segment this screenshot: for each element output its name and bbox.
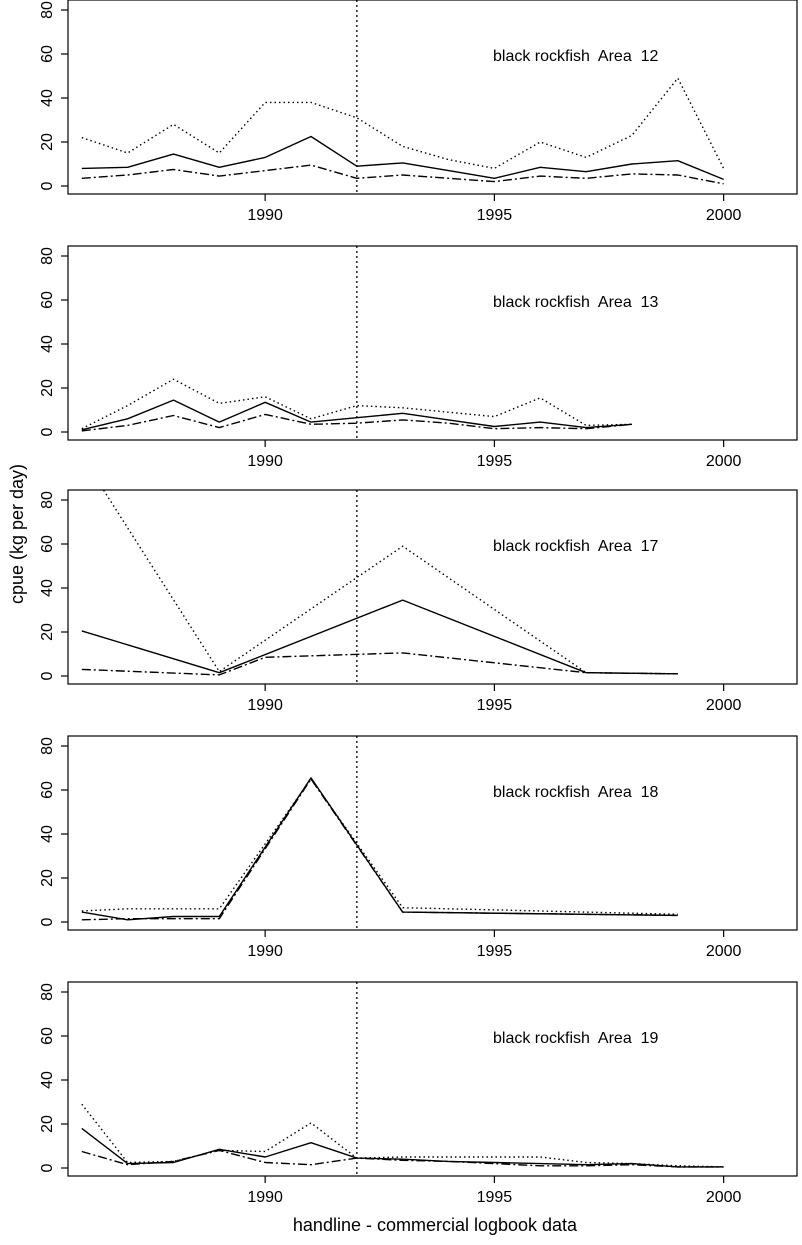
panel-label: black rockfish Area 18	[493, 784, 659, 801]
y-tick-label: 60	[39, 45, 56, 63]
panel-frame	[67, 981, 798, 1177]
y-tick-label: 20	[39, 869, 56, 887]
y-tick-label: 80	[39, 491, 56, 509]
y-tick-label: 0	[39, 917, 56, 926]
series-line-dashdot	[81, 164, 724, 185]
x-tick-label: 2000	[706, 207, 742, 224]
y-tick-label: 40	[39, 825, 56, 843]
series-line-dashdot	[81, 413, 632, 432]
panel-2: 0 20 40 60 80 1990 1995 2000 black rockfish Area…	[39, 245, 798, 470]
y-tick-label: 0	[39, 427, 56, 436]
series-group	[81, 1103, 724, 1168]
series-line-dotted	[102, 490, 678, 675]
panel-label: black rockfish Area 19	[493, 1030, 659, 1047]
series-line-solid	[81, 135, 724, 181]
panel-label: black rockfish Area 17	[493, 538, 659, 555]
series-group	[81, 490, 678, 676]
panel-3: 0 20 40 60 80 1990 1995 2000 black rockfish Area…	[39, 489, 798, 714]
x-tick-label: 1990	[247, 453, 283, 470]
series-line-solid	[81, 399, 632, 431]
x-tick-label: 1990	[247, 943, 283, 960]
x-tick-label: 2000	[706, 943, 742, 960]
y-tick-label: 0	[39, 181, 56, 190]
y-tick-label: 20	[39, 133, 56, 151]
x-tick-label: 1995	[477, 1189, 513, 1206]
x-tick-label: 2000	[706, 697, 742, 714]
x-tick-label: 2000	[706, 453, 742, 470]
series-line-dashdot	[81, 1149, 724, 1168]
y-tick-label: 60	[39, 781, 56, 799]
y-tick-label: 80	[39, 983, 56, 1001]
series-group	[81, 77, 725, 185]
panel-1: 0 20 40 60 80 1990 1995 2000 black rockfish Area…	[39, 0, 798, 224]
panel-frame	[67, 245, 798, 441]
panel-frame	[67, 0, 798, 195]
panel-4: 0 20 40 60 80 1990 1995 2000 black rockfish Area…	[39, 735, 798, 960]
x-tick-label: 1990	[247, 207, 283, 224]
y-tick-label: 40	[39, 1071, 56, 1089]
y-tick-label: 80	[39, 737, 56, 755]
series-group	[81, 777, 678, 921]
series-line-solid	[81, 599, 678, 675]
panel-frame	[67, 735, 798, 931]
x-tick-label: 2000	[706, 1189, 742, 1206]
panel-label: black rockfish Area 13	[493, 294, 659, 311]
y-tick-label: 0	[39, 671, 56, 680]
series-line-solid	[81, 1127, 724, 1168]
series-line-dotted	[81, 1103, 724, 1168]
panel-5: 0 20 40 60 80 1990 1995 2000 black rockfish Area…	[39, 981, 798, 1206]
y-tick-label: 40	[39, 89, 56, 107]
y-tick-label: 40	[39, 579, 56, 597]
y-tick-label: 0	[39, 1163, 56, 1172]
x-axis-title: handline - commercial logbook data	[293, 1215, 578, 1235]
x-tick-label: 1990	[247, 1189, 283, 1206]
y-axis-title: cpue (kg per day)	[7, 464, 27, 604]
series-group	[81, 378, 632, 432]
y-tick-label: 60	[39, 291, 56, 309]
x-tick-label: 1990	[247, 697, 283, 714]
x-tick-label: 1995	[477, 207, 513, 224]
panel-label: black rockfish Area 12	[493, 48, 659, 65]
y-tick-label: 60	[39, 1027, 56, 1045]
y-tick-label: 20	[39, 1115, 56, 1133]
y-tick-label: 60	[39, 535, 56, 553]
panel-frame	[67, 489, 798, 685]
y-tick-label: 80	[39, 247, 56, 265]
y-tick-label: 80	[39, 1, 56, 19]
series-line-dashdot	[81, 778, 678, 921]
series-line-dotted	[81, 778, 678, 915]
y-tick-label: 20	[39, 623, 56, 641]
series-line-dotted	[81, 378, 632, 430]
x-tick-label: 1995	[477, 453, 513, 470]
y-tick-label: 40	[39, 335, 56, 353]
series-line-dashdot	[81, 652, 678, 676]
y-tick-label: 20	[39, 379, 56, 397]
x-tick-label: 1995	[477, 943, 513, 960]
x-tick-label: 1995	[477, 697, 513, 714]
